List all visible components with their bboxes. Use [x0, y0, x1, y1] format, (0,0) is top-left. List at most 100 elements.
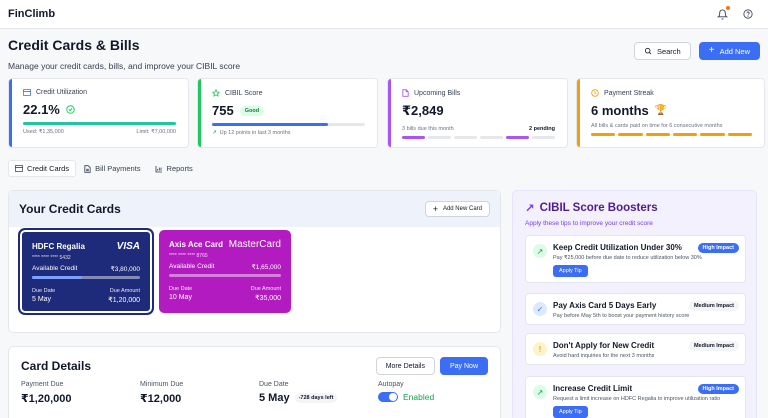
page-title: Credit Cards & Bills	[8, 37, 140, 53]
cibil-badge: Good	[239, 105, 265, 116]
bills-progress	[402, 136, 555, 139]
days-left-badge: -728 days left	[294, 393, 338, 403]
credit-card-axis[interactable]: Axis Ace Card MasterCard **** **** **** …	[159, 230, 291, 313]
card-number: **** **** **** 8765	[169, 253, 208, 259]
utilization-label: Credit Utilization	[36, 89, 87, 96]
autopay-state: Enabled	[403, 392, 435, 402]
tip-title: Increase Credit Limit	[553, 384, 633, 393]
plus-icon: +	[708, 45, 715, 56]
due-amount-label: Due Amount	[250, 286, 281, 292]
bills-note: 3 bills due this month	[402, 126, 454, 132]
apply-tip-button[interactable]: Apply Tip	[553, 406, 588, 418]
autopay-toggle[interactable]	[378, 392, 398, 402]
trend-up-icon: ↗	[525, 203, 535, 215]
bell-icon[interactable]	[716, 6, 730, 20]
bills-pending: 2 pending	[529, 126, 555, 132]
card-network: VISA	[116, 241, 140, 252]
tip-desc: Pay ₹25,000 before due date to reduce ut…	[553, 255, 702, 261]
cibil-value: 755	[212, 103, 234, 118]
credit-cards-panel: Your Credit Cards + Add New Card HDFC Re…	[8, 190, 501, 333]
cibil-score-card[interactable]: CIBIL Score 755 Good ↗ Up 12 points in l…	[197, 78, 378, 148]
tip-title: Keep Credit Utilization Under 30%	[553, 243, 682, 252]
impact-badge: High Impact	[697, 384, 739, 394]
booster-tip[interactable]: ↗ Increase Credit Limit High Impact Requ…	[525, 376, 746, 418]
booster-tip[interactable]: ↗ Keep Credit Utilization Under 30% High…	[525, 235, 746, 283]
tab-bill-payments[interactable]: Bill Payments	[78, 160, 146, 177]
bills-label: Upcoming Bills	[414, 89, 461, 97]
cibil-note: Up 12 points in last 3 months	[219, 130, 291, 136]
due-date-value: 5 May	[259, 392, 290, 404]
search-label: Search	[656, 46, 681, 56]
pay-now-button[interactable]: Pay Now	[439, 357, 488, 375]
booster-tip[interactable]: ✓ Pay Axis Card 5 Days Early Medium Impa…	[525, 293, 746, 325]
card-name: HDFC Regalia	[32, 242, 85, 251]
add-new-card-button[interactable]: + Add New Card	[424, 201, 490, 217]
credit-card-hdfc[interactable]: HDFC Regalia VISA **** **** **** 5432 Av…	[18, 228, 154, 315]
page-header: Credit Cards & Bills Manage your credit …	[8, 37, 760, 71]
tab-label: Bill Payments	[95, 164, 141, 173]
utilization-bar	[23, 122, 176, 125]
tab-bar: Credit Cards Bill Payments Reports	[8, 160, 199, 177]
section-title: Card Details	[21, 359, 92, 373]
payment-due-label: Payment Due	[21, 381, 64, 388]
card-name: Axis Ace Card	[169, 240, 223, 249]
trend-up-icon: ↗	[212, 130, 217, 136]
bills-value: ₹2,849	[402, 103, 444, 118]
available-bar	[169, 274, 281, 277]
apply-tip-button[interactable]: Apply Tip	[553, 265, 588, 277]
utilization-value: 22.1%	[23, 102, 60, 117]
booster-tip[interactable]: ! Don't Apply for New Credit Medium Impa…	[525, 333, 746, 365]
page-subtitle: Manage your credit cards, bills, and imp…	[8, 61, 241, 71]
document-icon	[84, 164, 91, 173]
due-amount-label: Due Amount	[109, 288, 140, 294]
available-credit: ₹1,65,000	[251, 264, 281, 271]
search-button[interactable]: Search	[633, 42, 691, 60]
tab-label: Reports	[166, 164, 193, 173]
impact-badge: High Impact	[697, 243, 739, 253]
brand-logo[interactable]: FinClimb	[8, 8, 56, 20]
streak-value: 6 months	[591, 103, 649, 118]
card-icon	[15, 165, 23, 172]
clock-icon	[591, 89, 599, 97]
due-date-label: Due Date	[32, 288, 56, 294]
trend-up-icon: ↗	[533, 244, 547, 258]
tip-title: Don't Apply for New Credit	[553, 341, 655, 350]
add-new-button[interactable]: + Add New	[698, 42, 760, 60]
due-date-label: Due Date	[169, 286, 193, 292]
payment-streak-card[interactable]: Payment Streak 6 months 🏆 All bills & ca…	[576, 78, 765, 148]
utilization-limit: Limit: ₹7,00,000	[136, 129, 176, 135]
available-bar	[32, 276, 140, 279]
upcoming-bills-card[interactable]: Upcoming Bills ₹2,849 3 bills due this m…	[387, 78, 568, 148]
available-credit: ₹3,80,000	[110, 266, 140, 273]
trend-up-icon: ↗	[533, 385, 547, 399]
section-title: Your Credit Cards	[19, 202, 121, 216]
available-label: Available Credit	[169, 263, 215, 270]
plus-icon: +	[432, 203, 438, 214]
alert-icon: !	[533, 342, 547, 356]
available-label: Available Credit	[32, 265, 78, 272]
more-details-button[interactable]: More Details	[375, 357, 435, 375]
document-icon	[402, 89, 409, 97]
tip-desc: Avoid hard inquiries for the next 3 mont…	[553, 353, 655, 359]
cibil-label: CIBIL Score	[225, 89, 263, 97]
boosters-title: CIBIL Score Boosters	[539, 202, 658, 214]
impact-badge: Medium Impact	[688, 301, 739, 311]
card-icon	[23, 89, 31, 96]
due-date: 10 May	[169, 294, 192, 301]
search-icon	[644, 47, 652, 55]
check-circle-icon	[66, 105, 75, 114]
card-details-panel: Card Details More Details Pay Now Paymen…	[8, 346, 501, 418]
add-card-label: Add New Card	[442, 206, 482, 212]
tip-title: Pay Axis Card 5 Days Early	[553, 301, 657, 310]
help-icon[interactable]	[742, 8, 754, 20]
due-amount: ₹1,20,000	[108, 297, 140, 304]
due-date: 5 May	[32, 296, 52, 303]
tip-desc: Request a limit increase on HDFC Regalia…	[553, 396, 721, 402]
autopay-label: Autopay	[378, 381, 404, 388]
credit-utilization-card[interactable]: Credit Utilization 22.1% Used: ₹1,35,000…	[8, 78, 189, 148]
streak-note: All bills & cards paid on time for 6 con…	[591, 123, 723, 129]
tab-credit-cards[interactable]: Credit Cards	[8, 160, 77, 177]
notification-dot	[726, 6, 730, 10]
trophy-icon: 🏆	[654, 105, 668, 116]
tab-reports[interactable]: Reports	[149, 160, 199, 177]
